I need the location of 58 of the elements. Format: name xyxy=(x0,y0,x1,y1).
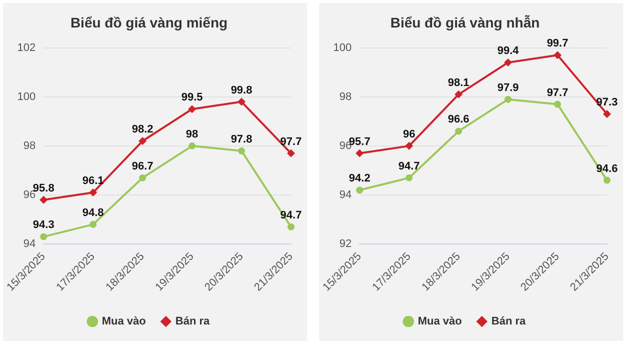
point xyxy=(455,128,462,135)
data-label: 97.7 xyxy=(546,86,568,99)
chart-title: Biểu đồ giá vàng miếng xyxy=(70,14,228,30)
data-label: 99.7 xyxy=(546,38,568,50)
data-label: 96.1 xyxy=(82,175,104,188)
data-label: 94.2 xyxy=(348,172,370,185)
point xyxy=(139,174,146,182)
legend-label: Bán ra xyxy=(175,316,211,328)
y-tick-label: 100 xyxy=(17,90,36,103)
data-label: 99.8 xyxy=(230,84,252,96)
point xyxy=(90,220,97,228)
point xyxy=(238,98,246,106)
y-tick-label: 96 xyxy=(23,189,36,202)
data-label: 99.5 xyxy=(181,92,203,104)
point xyxy=(356,186,364,194)
data-label: 98.2 xyxy=(132,124,154,136)
point xyxy=(554,51,562,60)
legend-label: Bán ra xyxy=(491,316,527,328)
data-label: 94.3 xyxy=(32,219,54,232)
y-tick-label: 98 xyxy=(339,90,352,103)
data-label: 97.7 xyxy=(280,136,302,148)
point xyxy=(238,147,246,154)
data-label: 94.7 xyxy=(398,160,420,172)
point xyxy=(188,142,196,150)
y-tick-label: 98 xyxy=(23,140,36,152)
point xyxy=(40,196,48,204)
point xyxy=(288,223,294,230)
y-tick-label: 94 xyxy=(339,189,352,202)
point xyxy=(138,137,147,146)
data-label: 96 xyxy=(402,128,416,140)
point xyxy=(454,90,463,98)
y-tick-label: 102 xyxy=(17,42,36,54)
y-tick-label: 92 xyxy=(339,238,352,250)
point xyxy=(554,100,562,108)
data-label: 98 xyxy=(186,128,198,140)
point xyxy=(40,233,48,240)
data-label: 97.9 xyxy=(497,82,519,94)
point xyxy=(405,142,414,150)
point xyxy=(89,188,98,197)
point xyxy=(406,174,413,182)
y-tick-label: 100 xyxy=(333,42,352,54)
point xyxy=(287,149,295,158)
point xyxy=(188,105,196,114)
data-label: 96.7 xyxy=(132,160,154,172)
point xyxy=(604,176,610,184)
chart-title: Biểu đồ giá vàng nhẫn xyxy=(390,14,540,30)
point xyxy=(504,58,512,67)
data-label: 99.4 xyxy=(497,45,520,58)
data-label: 98.1 xyxy=(448,76,470,89)
y-tick-label: 94 xyxy=(23,238,36,250)
data-label: 94.8 xyxy=(82,206,104,219)
legend-label: Mua vào xyxy=(102,316,146,328)
point xyxy=(603,110,611,118)
data-label: 97.8 xyxy=(230,133,252,146)
point xyxy=(356,149,364,158)
point xyxy=(504,96,512,103)
legend-label: Mua vào xyxy=(418,316,462,328)
data-label: 96.6 xyxy=(448,114,470,126)
